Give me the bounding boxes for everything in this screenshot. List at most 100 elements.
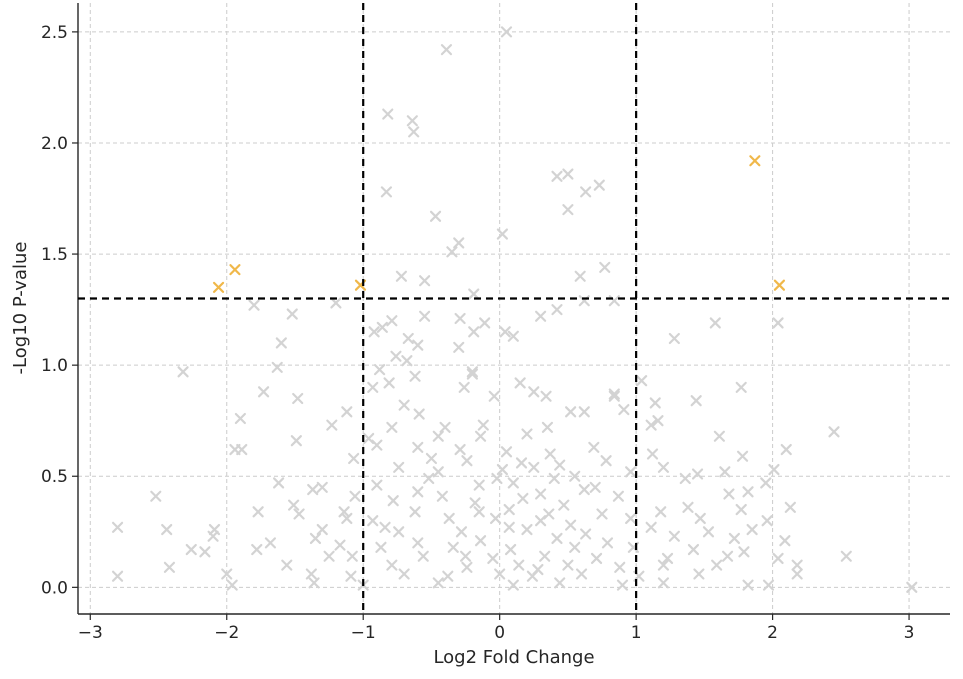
data-point [502, 447, 511, 456]
data-point [693, 470, 702, 479]
data-point [570, 543, 579, 552]
data-point [563, 205, 572, 214]
data-point [411, 507, 420, 516]
data-point [375, 365, 384, 374]
data-point [342, 407, 351, 416]
data-point [696, 514, 705, 523]
data-point [442, 45, 451, 54]
data-point [775, 281, 784, 290]
data-point [479, 421, 488, 430]
data-point [475, 507, 484, 516]
data-point [764, 581, 773, 590]
data-point [391, 352, 400, 361]
data-point [689, 545, 698, 554]
data-point [488, 554, 497, 563]
data-point [179, 367, 188, 376]
data-point [651, 398, 660, 407]
data-point [460, 383, 469, 392]
data-point [349, 454, 358, 463]
data-point [252, 545, 261, 554]
data-point [529, 387, 538, 396]
data-point [647, 523, 656, 532]
data-point [113, 523, 122, 532]
data-point [277, 338, 286, 347]
data-point [462, 563, 471, 572]
data-point [509, 478, 518, 487]
data-point [793, 561, 802, 570]
data-point [449, 543, 458, 552]
data-point [404, 334, 413, 343]
data-point [619, 405, 628, 414]
x-tick-label: −3 [78, 623, 103, 643]
data-point [381, 523, 390, 532]
data-point [389, 496, 398, 505]
x-tick-label: 3 [904, 623, 915, 643]
data-point [368, 516, 377, 525]
data-point [618, 581, 627, 590]
data-point [517, 458, 526, 467]
data-point [543, 423, 552, 432]
data-point [580, 485, 589, 494]
y-tick-label: 2.5 [41, 23, 68, 43]
y-tick-label: 2.0 [41, 134, 68, 154]
data-point [626, 514, 635, 523]
data-point [413, 443, 422, 452]
data-point [434, 467, 443, 476]
data-point [447, 247, 456, 256]
data-point [200, 547, 209, 556]
data-point [310, 578, 319, 587]
data-point [552, 172, 561, 181]
data-point [454, 343, 463, 352]
data-point [259, 387, 268, 396]
data-point [402, 356, 411, 365]
data-point [603, 538, 612, 547]
data-point [542, 392, 551, 401]
data-point [443, 572, 452, 581]
y-tick-label: 0.5 [41, 467, 68, 487]
data-point [230, 445, 239, 454]
data-point [563, 561, 572, 570]
data-point [387, 423, 396, 432]
data-point [555, 461, 564, 470]
data-point [744, 487, 753, 496]
data-point [774, 318, 783, 327]
data-point [581, 530, 590, 539]
data-point [592, 554, 601, 563]
data-point [282, 561, 291, 570]
data-point [307, 570, 316, 579]
data-point [351, 492, 360, 501]
data-point [529, 463, 538, 472]
data-point [595, 181, 604, 190]
data-point [600, 263, 609, 272]
data-point [295, 510, 304, 519]
data-point [413, 341, 422, 350]
x-tick-label: −2 [214, 623, 239, 643]
data-point [552, 534, 561, 543]
y-tick-label: 1.0 [41, 356, 68, 376]
data-point [415, 410, 424, 419]
data-point [505, 523, 514, 532]
data-point [461, 552, 470, 561]
data-point [505, 505, 514, 514]
data-point [311, 534, 320, 543]
data-point [438, 492, 447, 501]
data-point [536, 312, 545, 321]
data-point [397, 272, 406, 281]
data-point [506, 545, 515, 554]
data-point [563, 170, 572, 179]
x-tick-label: 0 [494, 623, 505, 643]
data-point [413, 487, 422, 496]
data-point [434, 432, 443, 441]
data-point [387, 561, 396, 570]
data-point [492, 474, 501, 483]
data-points [113, 27, 916, 591]
data-point [462, 456, 471, 465]
data-point [254, 507, 263, 516]
data-point [409, 127, 418, 136]
data-point [550, 474, 559, 483]
data-point [692, 396, 701, 405]
data-point [331, 298, 340, 307]
data-point [780, 536, 789, 545]
data-point [566, 521, 575, 530]
data-point [581, 187, 590, 196]
